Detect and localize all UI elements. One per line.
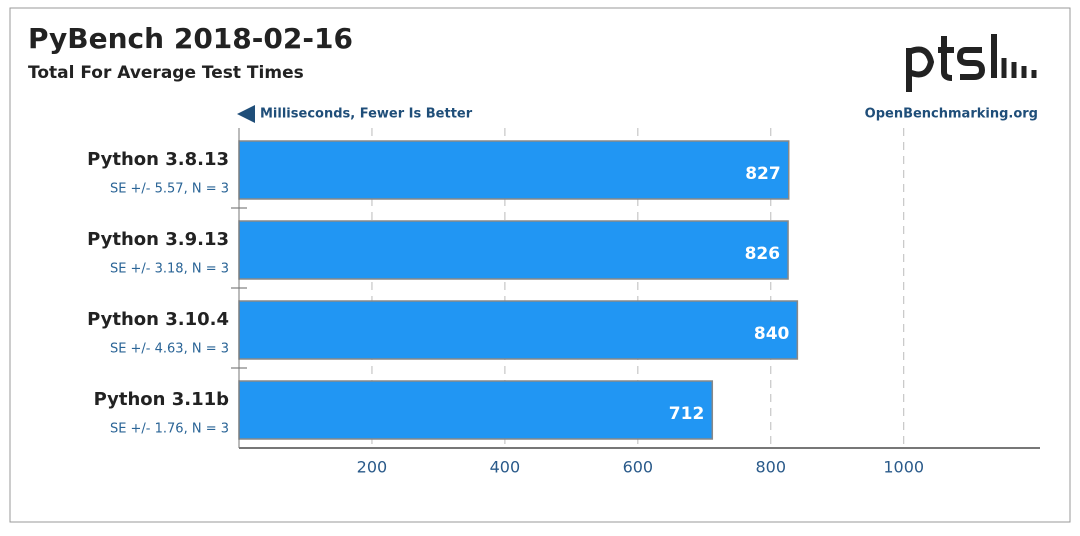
chart-title: PyBench 2018-02-16 xyxy=(28,22,353,55)
category-label: Python 3.8.13 xyxy=(87,149,229,170)
annotation: SE +/- 5.57, N = 3 xyxy=(110,182,229,197)
annotation: SE +/- 3.18, N = 3 xyxy=(110,262,229,277)
x-tick-label: 400 xyxy=(490,458,521,477)
value-label: 827 xyxy=(745,164,781,184)
value-label: 712 xyxy=(669,404,705,424)
logo xyxy=(906,34,1037,92)
annotation: SE +/- 1.76, N = 3 xyxy=(110,422,229,437)
bar xyxy=(238,300,799,360)
x-tick-label: 200 xyxy=(357,458,388,477)
value-label: 840 xyxy=(754,324,790,344)
x-tick-label: 1000 xyxy=(883,458,924,477)
category-label: Python 3.11b xyxy=(94,389,230,410)
value-label: 826 xyxy=(745,244,781,264)
source-label: OpenBenchmarking.org xyxy=(865,107,1038,122)
category-label: Python 3.10.4 xyxy=(87,309,229,330)
annotation: SE +/- 4.63, N = 3 xyxy=(110,342,229,357)
direction-arrow xyxy=(237,105,255,123)
bar xyxy=(238,220,789,280)
chart-subtitle: Total For Average Test Times xyxy=(28,63,304,83)
category-label: Python 3.9.13 xyxy=(87,229,229,250)
x-tick-label: 600 xyxy=(623,458,654,477)
bar xyxy=(238,140,790,200)
bar xyxy=(238,380,714,440)
x-axis-label: Milliseconds, Fewer Is Better xyxy=(260,107,473,122)
x-tick-label: 800 xyxy=(756,458,787,477)
